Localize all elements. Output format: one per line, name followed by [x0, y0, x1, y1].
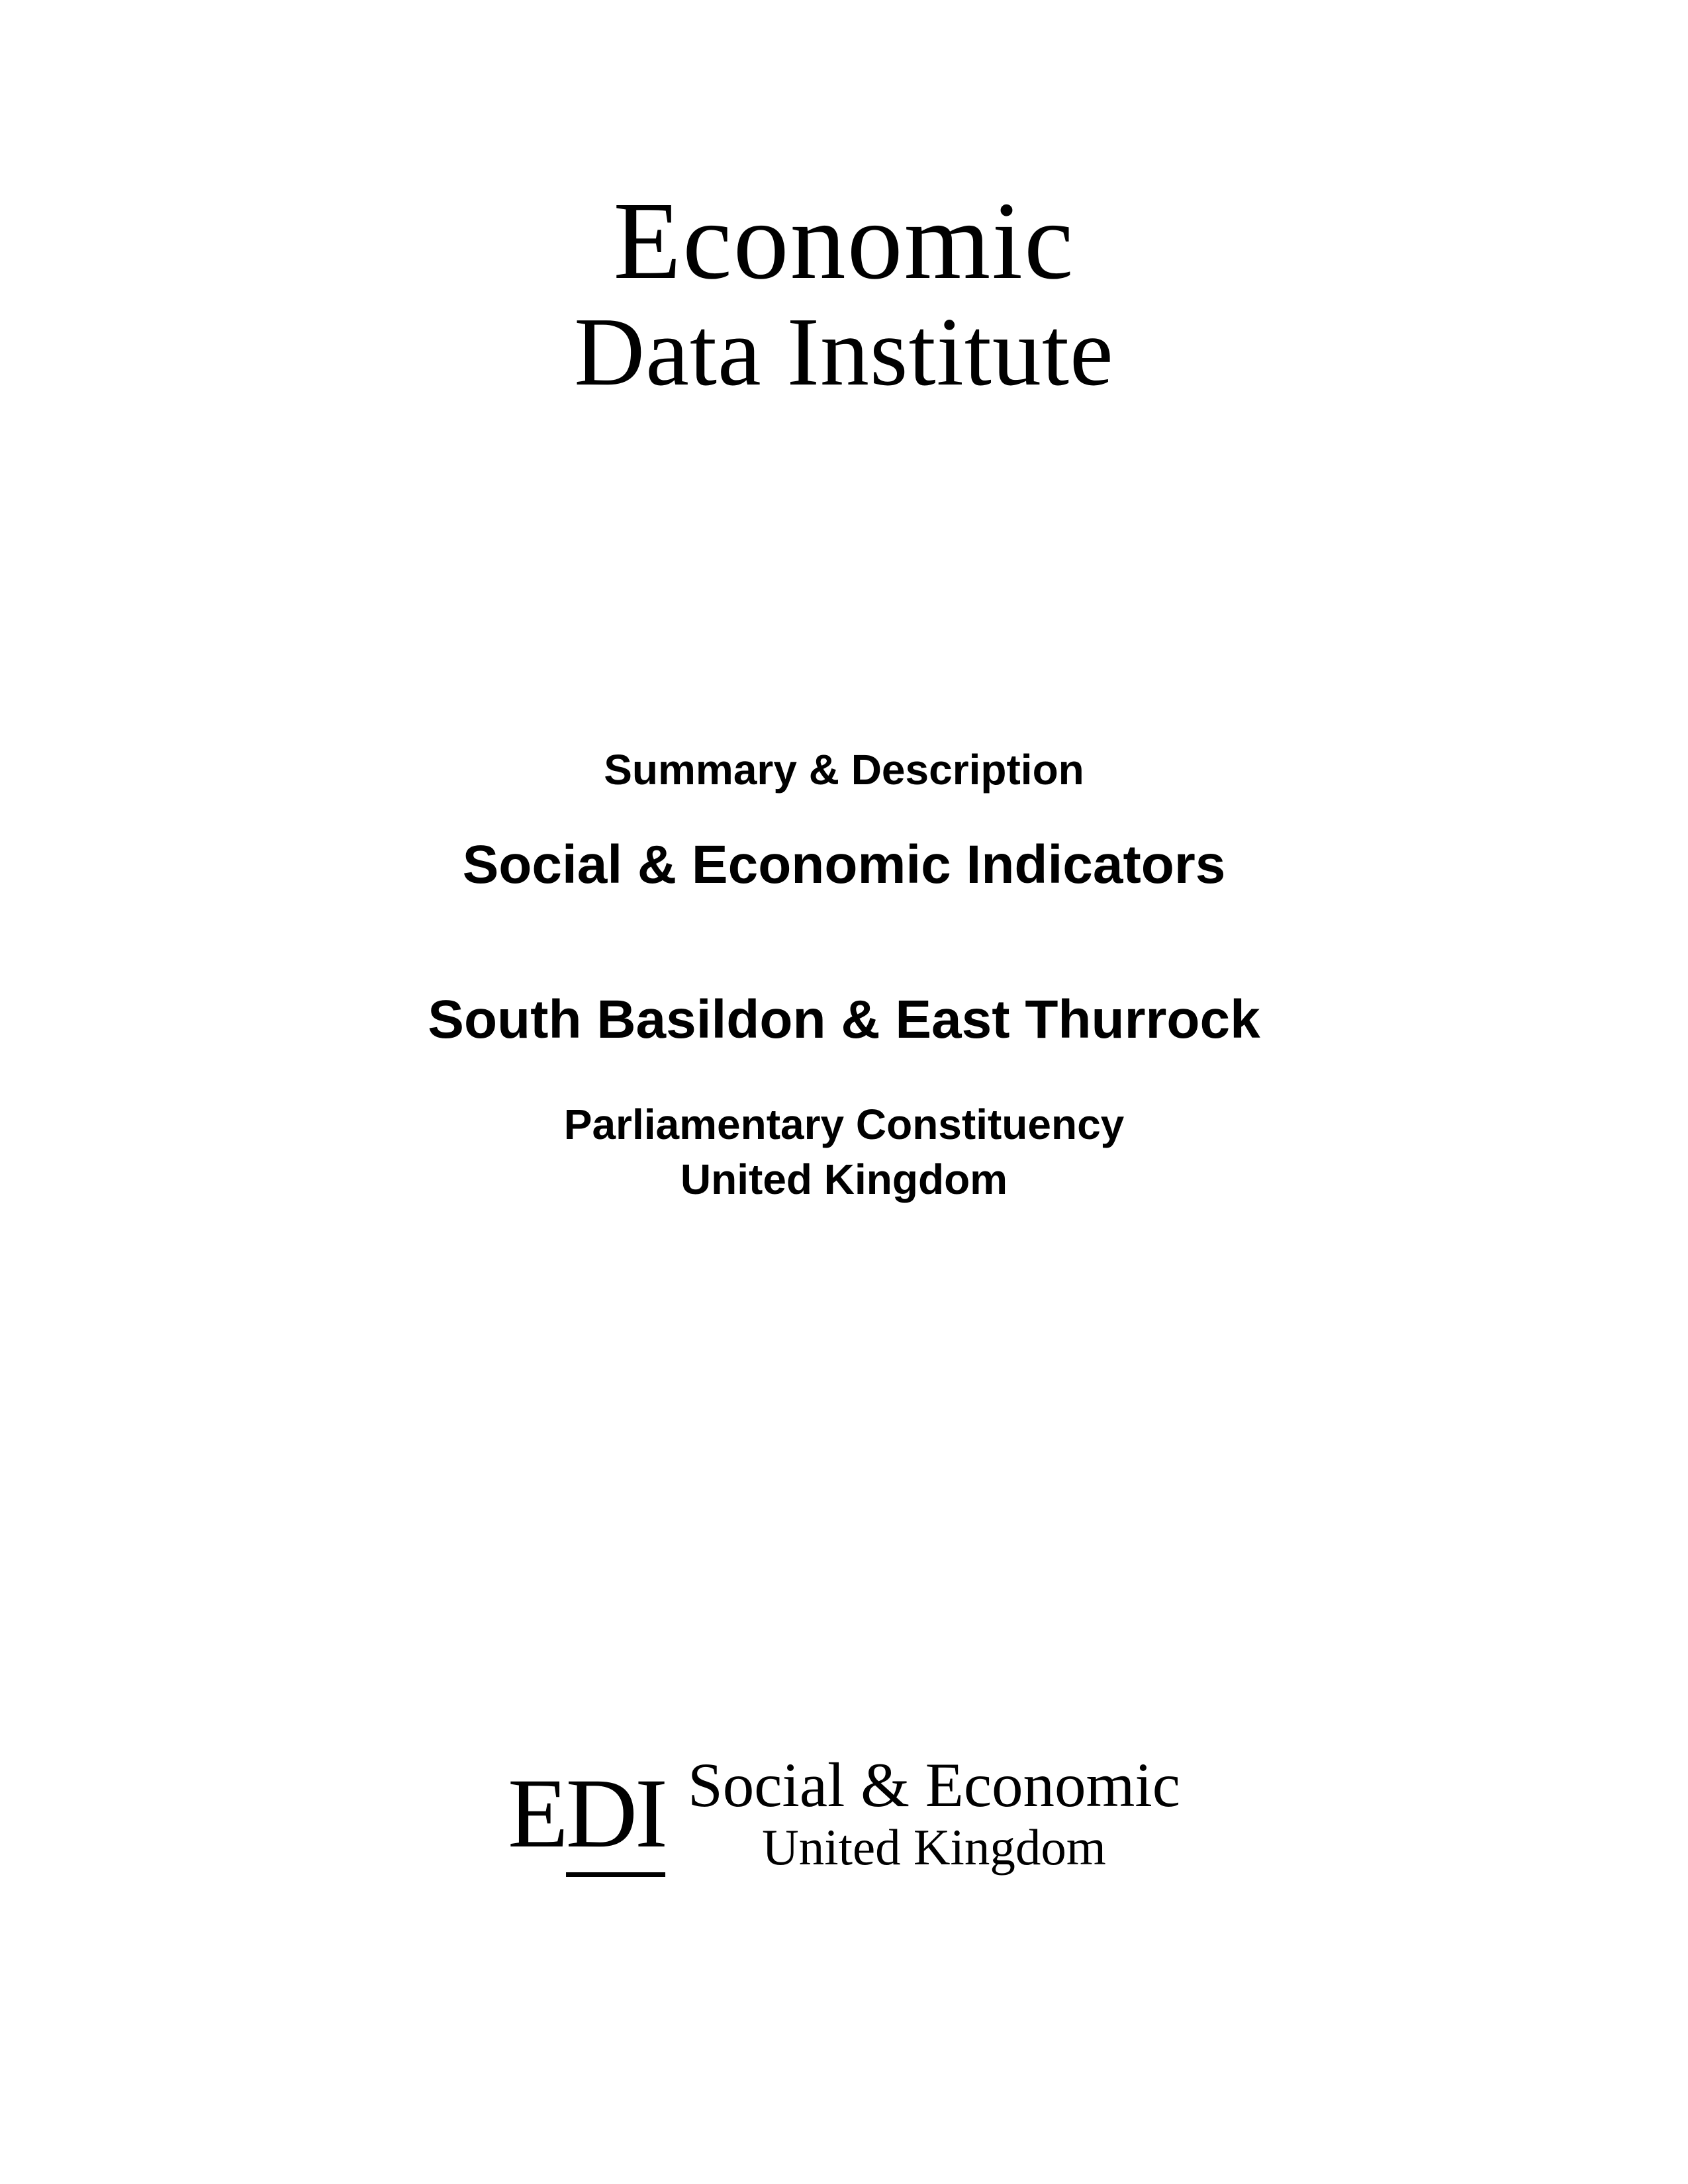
footer-text-block: Social & Economic United Kingdom — [688, 1754, 1180, 1873]
constituency-line2: United Kingdom — [428, 1152, 1260, 1207]
indicators-heading: Social & Economic Indicators — [428, 834, 1260, 896]
header-logo-line2: Data Institute — [574, 303, 1113, 401]
document-page: Economic Data Institute Summary & Descri… — [0, 0, 1688, 2184]
footer-text-line2: United Kingdom — [688, 1822, 1180, 1873]
footer-text-line1: Social & Economic — [688, 1754, 1180, 1817]
summary-heading: Summary & Description — [428, 745, 1260, 794]
header-logo-line1: Economic — [574, 185, 1113, 296]
edi-letter-e: E — [508, 1758, 566, 1868]
constituency-line1: Parliamentary Constituency — [428, 1097, 1260, 1152]
header-logo: Economic Data Institute — [574, 185, 1113, 401]
edi-letters-di: DI — [566, 1758, 665, 1877]
location-heading: South Basildon & East Thurrock — [428, 989, 1260, 1051]
content-block: Summary & Description Social & Economic … — [428, 745, 1260, 1207]
edi-logo-mark: EDI — [508, 1764, 665, 1863]
footer-logo: EDI Social & Economic United Kingdom — [508, 1754, 1180, 1873]
constituency-block: Parliamentary Constituency United Kingdo… — [428, 1097, 1260, 1207]
